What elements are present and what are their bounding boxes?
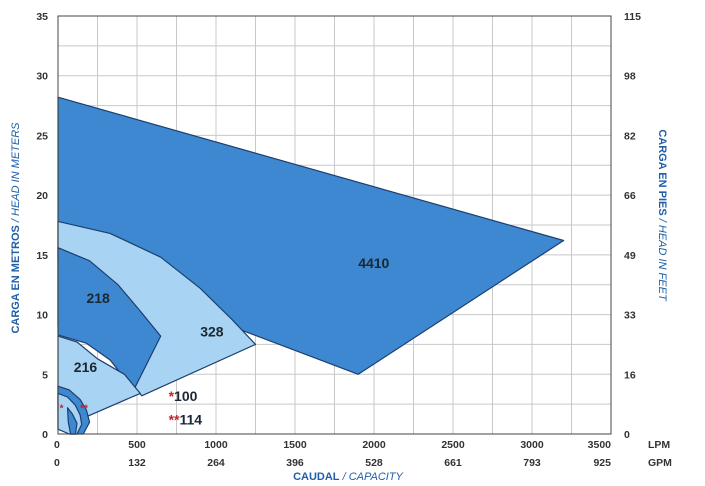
x-tick-gpm-label: 793 bbox=[523, 457, 541, 469]
x-tick-label: 2500 bbox=[441, 439, 465, 451]
region-label-328: 328 bbox=[200, 323, 224, 339]
y-tick-label: 20 bbox=[36, 190, 48, 202]
y-tick-label: 10 bbox=[36, 310, 48, 322]
x-tick-label: 1500 bbox=[283, 439, 307, 451]
grid-lines bbox=[57, 15, 612, 435]
y2-tick-label: 49 bbox=[624, 250, 636, 262]
plot-frame bbox=[57, 15, 612, 435]
x-tick-gpm-label: 0 bbox=[54, 457, 60, 469]
y2-tick-label: 98 bbox=[624, 71, 636, 83]
x-tick-gpm-label: 132 bbox=[128, 457, 146, 469]
y2-tick-label: 0 bbox=[624, 429, 630, 441]
x-axis-title: CAUDAL / CAPACITY bbox=[293, 471, 403, 483]
small-star-marker: * bbox=[60, 404, 64, 415]
y-tick-labels: 0 5 10 15 20 25 30 35 bbox=[36, 11, 48, 441]
y2-tick-label: 66 bbox=[624, 190, 636, 202]
y2-tick-label: 33 bbox=[624, 310, 636, 322]
y2-tick-label: 115 bbox=[624, 11, 641, 23]
region-label-4410: 4410 bbox=[358, 255, 389, 271]
performance-regions bbox=[57, 96, 565, 435]
y-tick-label: 15 bbox=[36, 250, 48, 262]
y-tick-label: 35 bbox=[36, 11, 48, 23]
star-marker: ** bbox=[169, 412, 180, 428]
region-label-114: **114 bbox=[169, 412, 203, 428]
y-tick-label: 0 bbox=[42, 429, 48, 441]
x-tick-label: 3000 bbox=[520, 439, 544, 451]
x-tick-label: 3500 bbox=[588, 439, 612, 451]
star-marker: * bbox=[169, 388, 175, 404]
small-star-marker: ** bbox=[80, 404, 88, 415]
y2-axis-title: CARGA EN PIES / HEAD IN FEET bbox=[656, 129, 668, 302]
x-tick-label: 2000 bbox=[362, 439, 386, 451]
x-tick-gpm-label: 661 bbox=[444, 457, 462, 469]
y-tick-label: 5 bbox=[42, 369, 48, 381]
x-tick-label: 500 bbox=[128, 439, 146, 451]
y2-tick-label: 82 bbox=[624, 130, 636, 142]
x-tick-labels: 0 0 500 132 1000 264 1500 396 2000 528 2500 661 3000… bbox=[54, 439, 611, 469]
y2-tick-label: 16 bbox=[624, 369, 636, 381]
x-tick-gpm-label: 925 bbox=[593, 457, 611, 469]
region-label-text: 114 bbox=[180, 412, 203, 428]
x-tick-label: 0 bbox=[54, 439, 60, 451]
x-tick-label: 1000 bbox=[204, 439, 228, 451]
y2-tick-labels: 0 16 33 49 66 82 98 115 bbox=[624, 11, 641, 441]
region-label-text: 100 bbox=[174, 388, 198, 404]
x-tick-gpm-label: 528 bbox=[365, 457, 383, 469]
x-tick-gpm-label: 396 bbox=[286, 457, 304, 469]
region-218 bbox=[57, 247, 162, 391]
region-label-216: 216 bbox=[74, 359, 98, 375]
x-unit-gpm: GPM bbox=[648, 457, 672, 469]
region-label-218: 218 bbox=[86, 290, 110, 306]
region-label-100: *100 bbox=[169, 388, 198, 404]
x-tick-gpm-label: 264 bbox=[207, 457, 225, 469]
x-unit-lpm: LPM bbox=[648, 439, 670, 451]
y-tick-label: 30 bbox=[36, 71, 48, 83]
y-axis-title: CARGA EN METROS / HEAD IN METERS bbox=[10, 122, 22, 334]
y-tick-label: 25 bbox=[36, 130, 48, 142]
